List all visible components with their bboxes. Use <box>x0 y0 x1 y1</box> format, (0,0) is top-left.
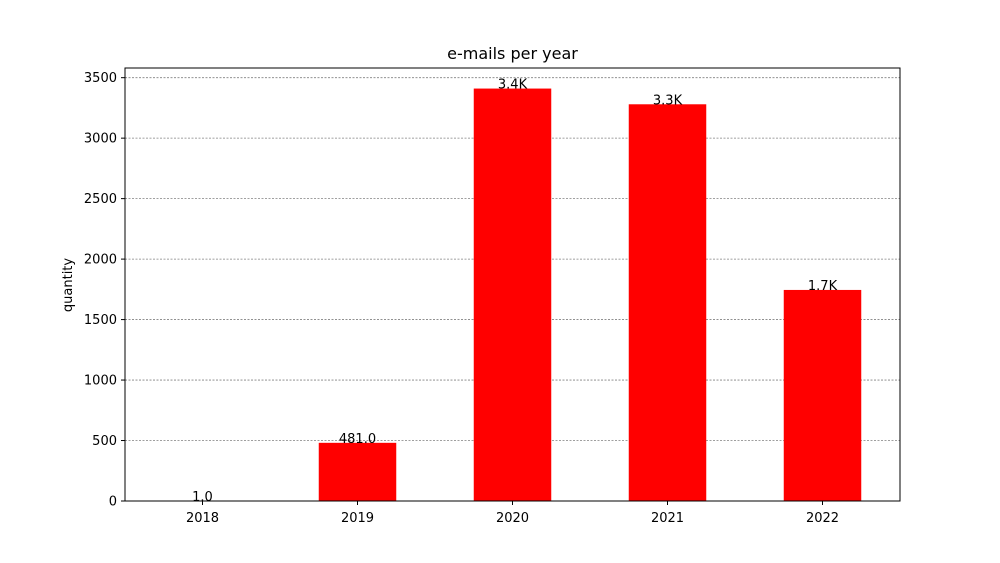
y-axis-label: quantity <box>61 258 76 313</box>
y-tick-label: 2000 <box>84 253 117 268</box>
y-tick-label: 3500 <box>84 71 117 86</box>
x-tick-label: 2018 <box>186 511 219 526</box>
x-tick-label: 2022 <box>806 511 839 526</box>
bar-2021 <box>628 104 707 502</box>
data-labels: 1.0 481.0 3.4K 3.3K 1.7K <box>192 78 837 505</box>
data-label: 1.0 <box>192 490 213 505</box>
x-axis-ticks: 2018 2019 2020 2021 2022 <box>186 501 839 526</box>
bars <box>163 88 862 502</box>
data-label: 481.0 <box>339 432 376 447</box>
x-tick-label: 2019 <box>341 511 374 526</box>
y-tick-label: 3000 <box>84 132 117 147</box>
y-tick-label: 500 <box>92 434 117 449</box>
y-tick-label: 1000 <box>84 374 117 389</box>
x-tick-label: 2020 <box>496 511 529 526</box>
y-tick-label: 0 <box>109 495 117 510</box>
x-tick-label: 2021 <box>651 511 684 526</box>
data-label: 3.4K <box>498 78 528 93</box>
y-tick-label: 1500 <box>84 313 117 328</box>
data-label: 1.7K <box>808 279 838 294</box>
y-tick-label: 2500 <box>84 192 117 207</box>
bar-2020 <box>473 88 552 501</box>
y-axis-ticks: 0 500 1000 1500 2000 2500 3000 3500 <box>84 71 125 510</box>
chart-title: e-mails per year <box>447 44 578 63</box>
bar-2019 <box>318 442 397 501</box>
data-label: 3.3K <box>653 93 683 108</box>
bar-2022 <box>783 289 862 501</box>
